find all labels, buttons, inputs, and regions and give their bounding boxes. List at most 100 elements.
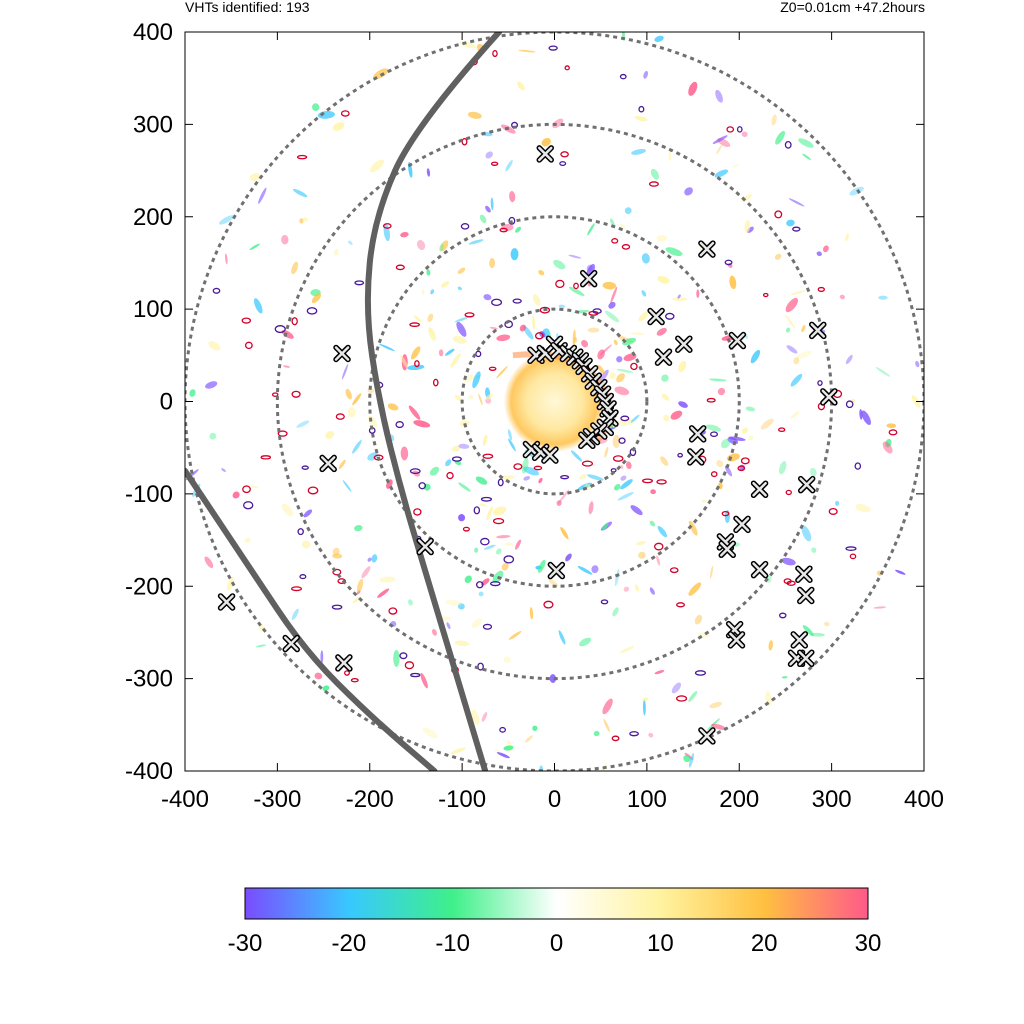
field-speckle <box>429 466 440 476</box>
field-speckle <box>661 393 670 401</box>
field-speckle <box>341 364 349 380</box>
field-speckle <box>291 261 299 275</box>
field-speckle <box>638 551 646 559</box>
field-speckle <box>684 187 693 196</box>
field-speckle <box>724 465 733 477</box>
contour-blob <box>539 306 551 314</box>
y-tick-label: -300 <box>125 666 173 693</box>
field-speckle <box>485 393 493 400</box>
vht-marker <box>820 388 838 406</box>
field-speckle <box>440 240 449 252</box>
field-speckle <box>708 378 727 382</box>
field-speckle <box>452 335 467 344</box>
x-tick-label: 0 <box>548 786 561 813</box>
field-speckle <box>454 395 463 402</box>
field-speckle <box>587 474 604 481</box>
field-speckle <box>467 111 482 119</box>
field-speckle <box>785 314 796 329</box>
contour-blob <box>564 65 570 71</box>
contour-blob <box>560 474 570 480</box>
contour-blob <box>395 264 405 271</box>
contour-blob <box>260 455 272 460</box>
field-speckle <box>714 169 729 178</box>
colorbar-tick-label: -30 <box>228 930 263 957</box>
field-speckle <box>332 122 345 131</box>
field-speckle <box>481 712 488 722</box>
contour-blob <box>638 105 645 113</box>
contour-blob <box>306 307 318 315</box>
field-speckle <box>678 401 688 408</box>
field-speckle <box>347 406 356 418</box>
contour-blob <box>783 578 792 585</box>
x-tick-label: -300 <box>253 786 301 813</box>
axes: -400 -300 -200 -100 0 100 200 300 400 -400 -300 -20… <box>125 19 944 813</box>
field-speckle <box>599 369 609 382</box>
contour-blob <box>845 546 857 551</box>
contour-blob <box>301 465 309 470</box>
contour-blob <box>291 390 301 398</box>
field-speckle <box>416 240 426 251</box>
field-speckle <box>478 393 483 406</box>
field-speckle <box>568 254 582 259</box>
field-speckle <box>489 258 496 269</box>
contour-blob <box>212 287 221 294</box>
field-speckle <box>785 297 799 313</box>
field-speckle <box>810 467 817 477</box>
field-speckle <box>367 452 379 461</box>
field-speckle <box>579 474 587 480</box>
field-speckle <box>630 414 640 423</box>
contour-blob <box>499 227 508 233</box>
contour-blob <box>382 223 392 229</box>
field-speckle <box>407 364 425 371</box>
field-speckle <box>709 701 723 709</box>
field-speckle <box>798 138 814 148</box>
field-speckle <box>608 301 616 309</box>
field-speckle <box>519 324 527 332</box>
field-speckle <box>565 553 572 562</box>
x-tick-label: 400 <box>904 786 944 813</box>
contour-blob <box>490 581 501 587</box>
field-speckle <box>478 503 487 507</box>
field-speckle <box>508 438 516 452</box>
field-speckle <box>716 460 724 468</box>
field-speckle <box>624 207 632 215</box>
colorbar-tick-label: 30 <box>855 930 882 957</box>
vht-marker <box>750 480 769 499</box>
contour-blob <box>620 415 630 422</box>
field-speckle <box>523 466 539 476</box>
field-speckle <box>445 459 452 467</box>
vorticity-field <box>185 32 921 771</box>
contour-blob <box>784 140 792 149</box>
y-tick-label: -100 <box>125 481 173 508</box>
field-speckle <box>845 233 850 242</box>
field-speckle <box>248 485 259 489</box>
field-speckle <box>677 294 681 299</box>
contour-blob <box>533 465 543 471</box>
field-speckle <box>613 483 621 491</box>
field-speckle <box>861 410 871 425</box>
field-speckle <box>450 353 461 368</box>
field-speckle <box>538 559 546 573</box>
contour-blob <box>480 537 490 546</box>
field-speckle <box>377 588 390 598</box>
field-speckle <box>431 628 437 636</box>
vht-marker <box>797 475 816 494</box>
field-speckle <box>579 637 592 647</box>
contour-blob <box>778 612 787 619</box>
field-speckle <box>292 188 308 198</box>
field-speckle <box>496 535 511 539</box>
field-speckle <box>581 339 589 348</box>
vht-marker <box>809 321 827 340</box>
field-speckle <box>428 327 436 341</box>
field-speckle <box>558 304 566 308</box>
field-speckle <box>439 243 444 252</box>
field-speckle <box>458 443 470 449</box>
contour-blob <box>512 298 522 304</box>
field-speckle <box>486 506 494 521</box>
field-speckle <box>720 438 731 449</box>
contour-blob <box>480 496 493 502</box>
vht-marker <box>733 515 751 534</box>
field-speckle <box>501 562 509 571</box>
contour-blob <box>736 126 743 133</box>
contour-blob <box>492 517 505 525</box>
